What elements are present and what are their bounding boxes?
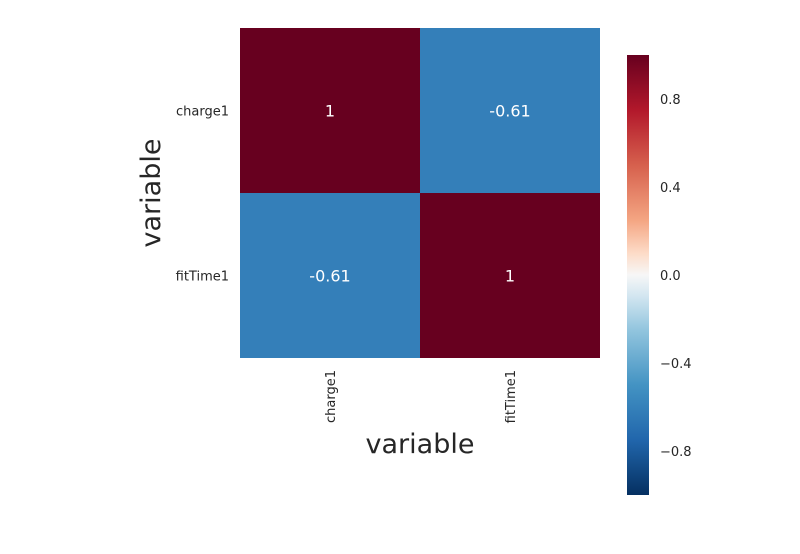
colorbar-tick-label: −0.4 (660, 357, 692, 372)
heatmap-cell (240, 193, 420, 358)
y-tick-labels: charge1 fitTime1 (176, 105, 229, 285)
y-tick-label: charge1 (176, 105, 229, 120)
heatmap-cell (420, 193, 600, 358)
colorbar-tick-label: 0.8 (660, 93, 681, 108)
heatmap-cell (420, 28, 600, 193)
colorbar-ticks: 0.8 0.4 0.0 −0.4 −0.8 (660, 93, 692, 460)
x-tick-label: charge1 (324, 370, 339, 423)
colorbar-tick-label: 0.4 (660, 181, 681, 196)
colorbar-tick-label: 0.0 (660, 269, 681, 284)
colorbar: 0.8 0.4 0.0 −0.4 −0.8 (627, 55, 692, 495)
colorbar-gradient (627, 55, 649, 495)
cell-annotation: 1 (505, 267, 515, 286)
colorbar-tick-label: −0.8 (660, 445, 692, 460)
cell-annotation: 1 (325, 102, 335, 121)
y-tick-label: fitTime1 (176, 270, 229, 285)
x-axis-label: variable (366, 429, 475, 460)
x-tick-label: fitTime1 (504, 370, 519, 423)
x-tick-labels: charge1 fitTime1 (324, 370, 519, 423)
heatmap-cell (240, 28, 420, 193)
cell-annotation: -0.61 (489, 102, 530, 121)
y-axis-label: variable (136, 139, 167, 248)
heatmap-cells (240, 28, 600, 358)
heatmap-annotations: 1 -0.61 -0.61 1 (309, 102, 530, 286)
cell-annotation: -0.61 (309, 267, 350, 286)
